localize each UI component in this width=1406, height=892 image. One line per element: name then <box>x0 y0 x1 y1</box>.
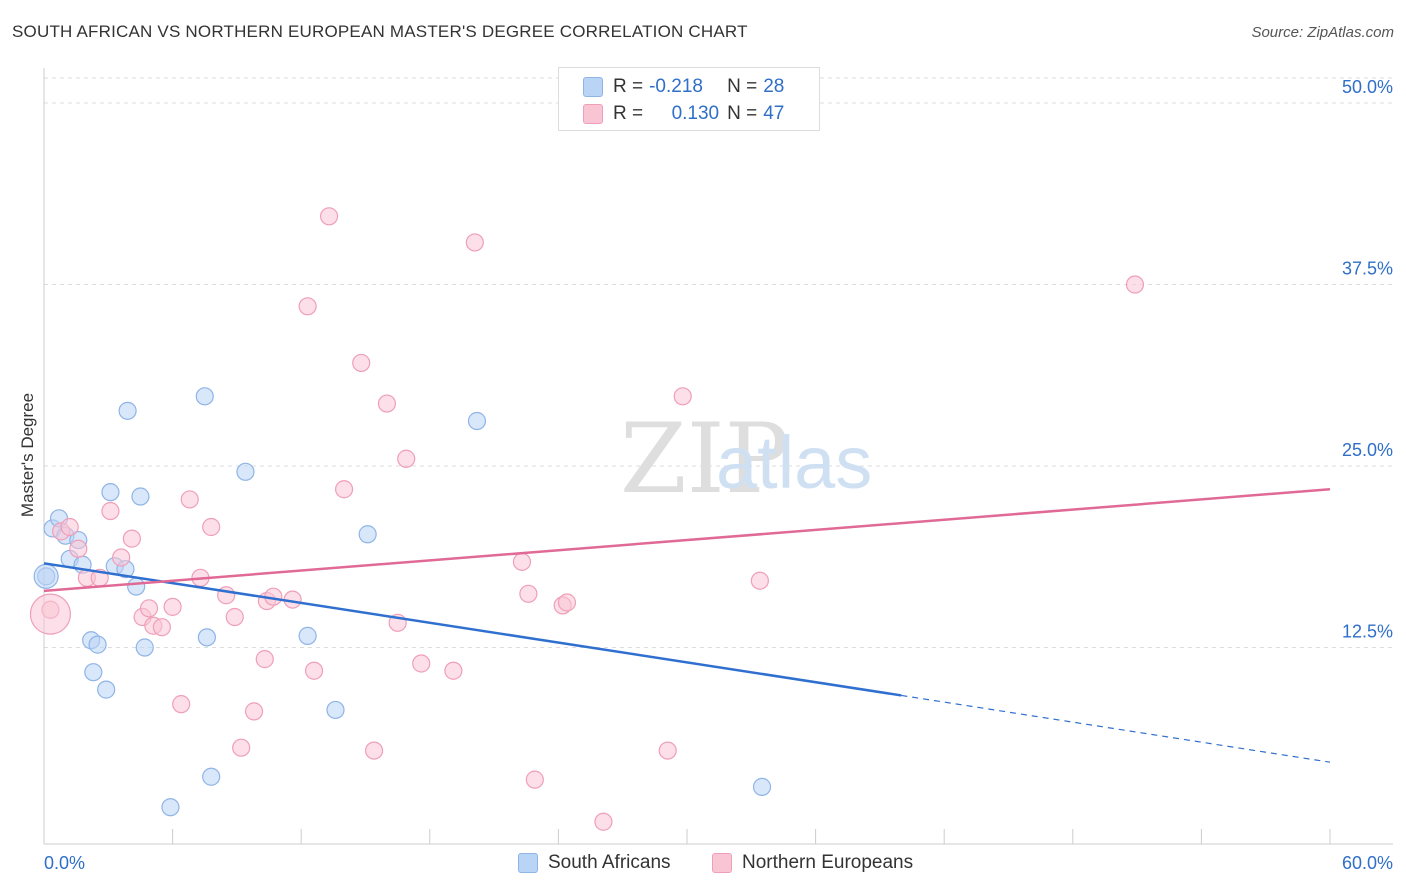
bottom-legend-label: South Africans <box>548 852 671 873</box>
data-point <box>557 593 577 612</box>
data-point <box>519 584 538 603</box>
grid <box>44 77 1393 649</box>
legend-box: R = -0.218 N = 28 R = 0.130 N = 47 <box>558 67 820 131</box>
data-point <box>334 480 354 499</box>
data-point <box>135 638 154 657</box>
legend-r-value: 0.130 <box>671 103 720 124</box>
x-tick-min: 0.0% <box>44 853 85 873</box>
data-point <box>180 490 199 509</box>
data-point <box>139 599 159 618</box>
y-tick-label: 50.0% <box>1342 77 1393 97</box>
y-tick-label: 25.0% <box>1342 440 1393 460</box>
data-point <box>101 483 120 502</box>
y-tick-labels: 12.5% 25.0% 37.5% 50.0% <box>1342 77 1393 641</box>
trend-line-south-africans-extension <box>901 694 1331 763</box>
data-point <box>69 539 88 558</box>
data-point <box>225 607 244 627</box>
data-point <box>752 777 772 796</box>
legend-r-label: R = <box>613 76 644 97</box>
data-point <box>202 767 221 786</box>
data-point <box>197 628 216 647</box>
legend-row-northern-europeans: R = 0.130 N = 47 <box>583 102 784 126</box>
data-point <box>195 387 214 406</box>
trend-line-northern-europeans <box>43 488 1331 593</box>
data-point <box>161 798 180 817</box>
data-point <box>163 597 182 616</box>
x-tick-max: 60.0% <box>1342 853 1393 873</box>
y-axis-label: Master's Degree <box>18 393 37 517</box>
legend-row-south-africans: R = -0.218 N = 28 <box>583 75 784 99</box>
bottom-legend-swatch-blue <box>518 853 538 873</box>
data-point <box>673 387 692 406</box>
data-point <box>750 571 769 590</box>
data-point <box>525 770 544 789</box>
series-northern-europeans <box>41 207 1145 831</box>
legend-n-label: N = <box>727 76 758 97</box>
data-point <box>1125 275 1145 294</box>
chart-title: SOUTH AFRICAN VS NORTHERN EUROPEAN MASTE… <box>12 22 748 41</box>
data-point <box>127 577 146 596</box>
data-point <box>412 654 431 673</box>
legend-n-value: 28 <box>763 76 785 97</box>
data-point <box>465 233 484 252</box>
trend-line-south-africans <box>43 562 902 697</box>
data-point <box>326 700 345 720</box>
data-point <box>84 663 103 682</box>
data-point <box>152 618 171 637</box>
data-point <box>298 297 317 316</box>
data-point <box>236 462 255 481</box>
legend-r-value: -0.218 <box>649 76 703 97</box>
data-point <box>131 487 150 506</box>
data-point <box>298 626 317 645</box>
y-tick-label: 37.5% <box>1342 259 1393 279</box>
data-point <box>467 411 487 431</box>
data-point <box>88 635 107 654</box>
data-point <box>101 501 120 521</box>
legend-swatch-pink <box>583 104 603 124</box>
data-point-large <box>29 593 72 635</box>
data-point <box>352 353 371 373</box>
watermark-zip: ZIP <box>620 403 789 515</box>
legend-n-value: 47 <box>763 103 785 124</box>
data-point <box>112 548 131 567</box>
data-point <box>658 741 677 760</box>
data-point <box>60 517 79 537</box>
data-point <box>397 449 416 468</box>
data-point <box>364 741 384 760</box>
data-point <box>512 552 532 571</box>
bottom-legend-swatch-pink <box>712 853 732 873</box>
data-point <box>118 401 137 420</box>
legend-swatch-blue <box>583 77 603 97</box>
trend-lines <box>43 488 1331 763</box>
data-point <box>444 661 463 680</box>
data-point <box>232 738 251 757</box>
axes <box>43 68 1393 845</box>
bottom-legend-label: Northern Europeans <box>742 852 914 873</box>
data-point <box>594 812 613 831</box>
legend-n-label: N = <box>727 103 758 124</box>
data-point <box>358 525 377 544</box>
data-point <box>172 695 191 714</box>
data-point <box>319 207 339 226</box>
watermark-atlas: atlas <box>716 421 872 504</box>
data-point <box>122 529 141 548</box>
data-point-large <box>33 563 59 589</box>
source-label: Source: ZipAtlas.com <box>1251 24 1394 41</box>
legend-r-label: R = <box>613 103 644 124</box>
data-point <box>377 394 397 413</box>
y-tick-label: 12.5% <box>1342 622 1393 642</box>
bottom-legend-south-africans: South Africans <box>518 852 671 874</box>
points <box>29 207 1145 831</box>
data-point <box>97 680 116 699</box>
data-point <box>244 702 264 721</box>
data-point <box>255 650 274 669</box>
data-point <box>202 517 221 537</box>
data-point <box>304 661 324 680</box>
bottom-legend-northern-europeans: Northern Europeans <box>712 852 913 874</box>
